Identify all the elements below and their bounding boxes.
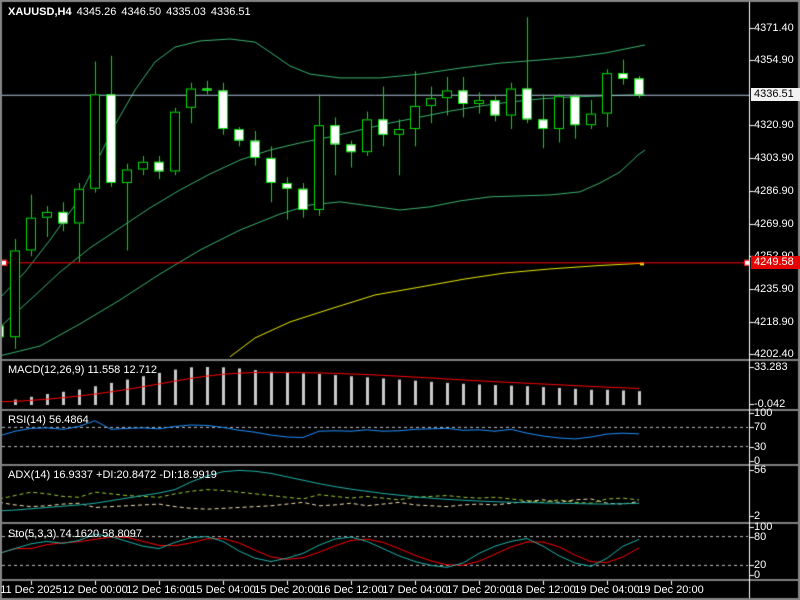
- chart-title: XAUUSD,H4 4345.26 4346.50 4335.03 4336.51: [8, 6, 256, 18]
- rsi-axis-label: 100: [754, 407, 773, 419]
- time-axis-label: 12 Dec 16:00: [126, 584, 192, 596]
- time-axis-label: 12 Dec 00:00: [62, 584, 128, 596]
- sto-axis-label: 0: [754, 569, 761, 581]
- time-axis-label: 17 Dec 04:00: [382, 584, 448, 596]
- price-axis-label: 4371.40: [754, 22, 794, 35]
- bar-low-value: 4335.03: [166, 6, 206, 18]
- sto-axis-label: 20: [754, 559, 767, 572]
- time-axis-label: 16 Dec 12:00: [318, 584, 384, 596]
- macd-indicator-label: MACD(12,26,9) 11.558 12.712: [8, 364, 157, 376]
- time-axis-label: 15 Dec 20:00: [254, 584, 320, 596]
- time-axis-label: 18 Dec 12:00: [510, 584, 576, 596]
- rsi-axis-label: 30: [754, 440, 767, 453]
- time-axis-label: 15 Dec 04:00: [190, 584, 256, 596]
- time-axis-label: 19 Dec 04:00: [574, 584, 640, 596]
- macd-axis-label: 33.283: [754, 361, 788, 373]
- price-axis-label: 4218.90: [754, 315, 794, 328]
- adx-axis-label: 56: [754, 464, 767, 476]
- sto-axis-label: 100: [754, 521, 773, 533]
- price-axis-label: 4303.90: [754, 152, 794, 165]
- red-line-price-tag: 4249.58: [751, 256, 800, 269]
- adx-indicator-label: ADX(14) 16.9337 +DI:20.8472 -DI:18.9919: [8, 469, 217, 481]
- price-axis-label: 4320.90: [754, 119, 794, 132]
- adx-axis-label: 2: [754, 510, 761, 522]
- time-axis-label: 19 Dec 20:00: [638, 584, 704, 596]
- time-axis-label: 17 Dec 20:00: [446, 584, 512, 596]
- rsi-axis-label: 70: [754, 421, 767, 434]
- price-axis-label: 4286.90: [754, 184, 794, 197]
- stochastic-indicator-label: Sto(5,3,3) 74.1620 58.8097: [8, 528, 142, 540]
- bar-open-value: 4345.26: [76, 6, 117, 18]
- price-axis-label: 4235.90: [754, 283, 794, 296]
- time-axis-label: 11 Dec 2025: [0, 584, 62, 596]
- rsi-axis-label: 0: [754, 455, 761, 467]
- rsi-indicator-label: RSI(14) 56.4864: [8, 414, 89, 426]
- bar-close-value: 4336.51: [210, 6, 251, 18]
- symbol-period-label: XAUUSD,H4: [8, 6, 72, 18]
- price-axis-label: 4354.90: [754, 53, 794, 66]
- price-axis-label: 4269.90: [754, 217, 794, 230]
- bar-high-value: 4346.50: [121, 6, 162, 18]
- price-axis-label: 4202.40: [754, 347, 794, 360]
- macd-axis-label: -0.042: [754, 398, 786, 410]
- current-price-tag: 4336.51: [751, 88, 800, 101]
- sto-axis-label: 80: [754, 530, 767, 543]
